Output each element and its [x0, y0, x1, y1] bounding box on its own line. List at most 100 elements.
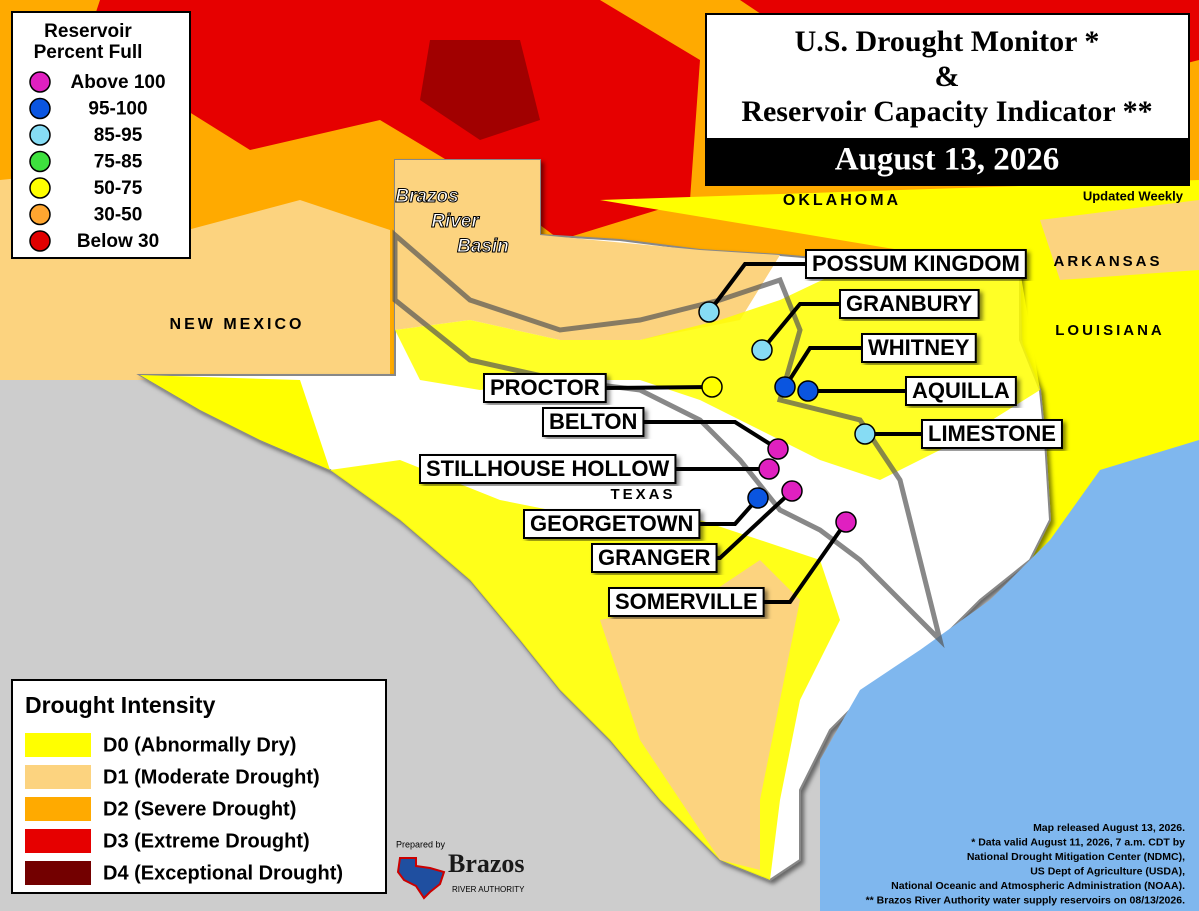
legend-swatch	[25, 861, 91, 885]
reservoir: STILLHOUSE HOLLOW	[419, 454, 780, 484]
legend-title: Percent Full	[34, 42, 143, 63]
credit-line: * Data valid August 11, 2026, 7 a.m. CDT…	[971, 836, 1185, 848]
leader-line	[716, 489, 794, 560]
label-box	[483, 373, 607, 403]
reservoir-dot	[698, 301, 720, 323]
legend-dot	[29, 203, 51, 226]
reservoir-name: PROCTOR	[490, 375, 600, 400]
state-label: LOUISIANA	[1055, 322, 1165, 339]
legend-label: 75-85	[94, 152, 143, 173]
reservoir-dot	[774, 376, 796, 398]
reservoir: POSSUM KINGDOM	[698, 249, 1027, 323]
legend-swatch	[25, 733, 91, 757]
legend-dot	[29, 97, 51, 120]
credit-line: National Oceanic and Atmospheric Adminis…	[891, 880, 1185, 892]
leader-line	[605, 385, 713, 390]
gulf	[820, 440, 1199, 911]
logo-icon	[396, 857, 446, 900]
drought-area	[420, 40, 540, 140]
state-label: TEXAS	[610, 486, 675, 503]
logo-name: Brazos	[448, 849, 525, 878]
label-box	[419, 454, 677, 484]
label-box	[805, 249, 1027, 279]
drought-area	[140, 375, 330, 470]
leader-line	[783, 346, 862, 389]
state-label: NEW MEXICO	[170, 316, 305, 333]
legend-title: Drought Intensity	[25, 692, 216, 718]
drought-legend: Drought Intensity D0 (Abnormally Dry) D1 …	[11, 679, 387, 894]
logo-sub: RIVER AUTHORITY	[452, 885, 525, 894]
legend-swatch	[25, 797, 91, 821]
reservoir: SOMERVILLE	[608, 511, 857, 617]
reservoir-dot	[797, 380, 819, 402]
leader-line	[763, 520, 848, 604]
title-line: Reservoir Capacity Indicator **	[741, 95, 1152, 128]
prepared-by: Prepared by	[396, 839, 446, 849]
legend-dot	[29, 124, 51, 146]
reservoir-name: POSSUM KINGDOM	[812, 251, 1020, 276]
reservoir-dot	[781, 480, 803, 502]
reservoir: AQUILLA	[797, 376, 1017, 406]
reservoir: LIMESTONE	[854, 419, 1063, 449]
reservoir-name: BELTON	[549, 409, 637, 434]
drought-area	[600, 560, 800, 870]
leader-line	[707, 262, 806, 314]
reservoir-dot	[758, 458, 780, 480]
credit-line: National Drought Mitigation Center (NDMC…	[967, 851, 1185, 863]
reservoirs: POSSUM KINGDOM GRANBURY WHITNEY AQUILLA PROC…	[419, 249, 1063, 617]
credit-line: US Dept of Agriculture (USDA),	[1030, 865, 1185, 877]
legend-dot	[29, 177, 51, 199]
legend-label: D3 (Extreme Drought)	[103, 830, 310, 852]
title-line: &	[935, 60, 960, 93]
legend-label: 85-95	[94, 125, 143, 146]
drought-area	[80, 0, 700, 240]
updated-note: Updated Weekly	[1083, 188, 1184, 203]
reservoir-name: LIMESTONE	[928, 421, 1056, 446]
legend-items: Above 100 95-100 85-95 75-85 50-75 30-50 Below…	[29, 71, 166, 252]
legend-label: Above 100	[70, 72, 165, 93]
legend-dot	[29, 71, 51, 93]
credit-line: Map released August 13, 2026.	[1033, 822, 1185, 834]
reservoir: PROCTOR	[483, 373, 723, 403]
reservoir-dot	[854, 423, 876, 445]
leader-line	[760, 302, 840, 352]
legend-title: Reservoir	[44, 21, 132, 42]
label-box	[542, 407, 645, 437]
label-box	[839, 289, 980, 319]
drought-area	[395, 160, 780, 340]
reservoir: GEORGETOWN	[523, 487, 769, 539]
credits: Map released August 13, 2026. * Data vali…	[866, 822, 1186, 907]
reservoir-dot	[835, 511, 857, 533]
legend-swatch	[25, 829, 91, 853]
reservoir-name: STILLHOUSE HOLLOW	[426, 456, 669, 481]
leader-line	[643, 420, 780, 451]
legend-items: D0 (Abnormally Dry) D1 (Moderate Drought)…	[25, 733, 343, 885]
reservoir-dot	[751, 339, 773, 361]
legend-swatch	[25, 765, 91, 789]
reservoir: WHITNEY	[774, 333, 977, 398]
reservoir-name: WHITNEY	[868, 335, 970, 360]
title-line: U.S. Drought Monitor *	[795, 25, 1100, 58]
drought-area	[600, 180, 1199, 560]
label-box	[861, 333, 977, 363]
legend-label: D2 (Severe Drought)	[103, 798, 296, 820]
reservoir: BELTON	[542, 407, 789, 460]
reservoir-name: GRANGER	[598, 545, 711, 570]
date-bar	[706, 138, 1189, 185]
credit-line: ** Brazos River Authority water supply r…	[866, 894, 1185, 906]
leader-line	[699, 496, 760, 526]
label-box	[608, 587, 765, 617]
reservoir-dot	[701, 376, 723, 398]
label-box	[921, 419, 1063, 449]
reservoir-legend: Reservoir Percent Full Above 100 95-100 85…	[11, 11, 191, 259]
state-label: OKLAHOMA	[783, 192, 901, 209]
legend-dot	[29, 150, 51, 173]
logo: Prepared by Brazos RIVER AUTHORITY	[396, 839, 525, 900]
reservoir-dot	[767, 438, 789, 460]
state-label: ARKANSAS	[1053, 253, 1162, 270]
label-box	[591, 543, 718, 573]
reservoir-name: SOMERVILLE	[615, 589, 758, 614]
legend-label: D0 (Abnormally Dry)	[103, 734, 296, 756]
legend-dot	[29, 230, 51, 252]
